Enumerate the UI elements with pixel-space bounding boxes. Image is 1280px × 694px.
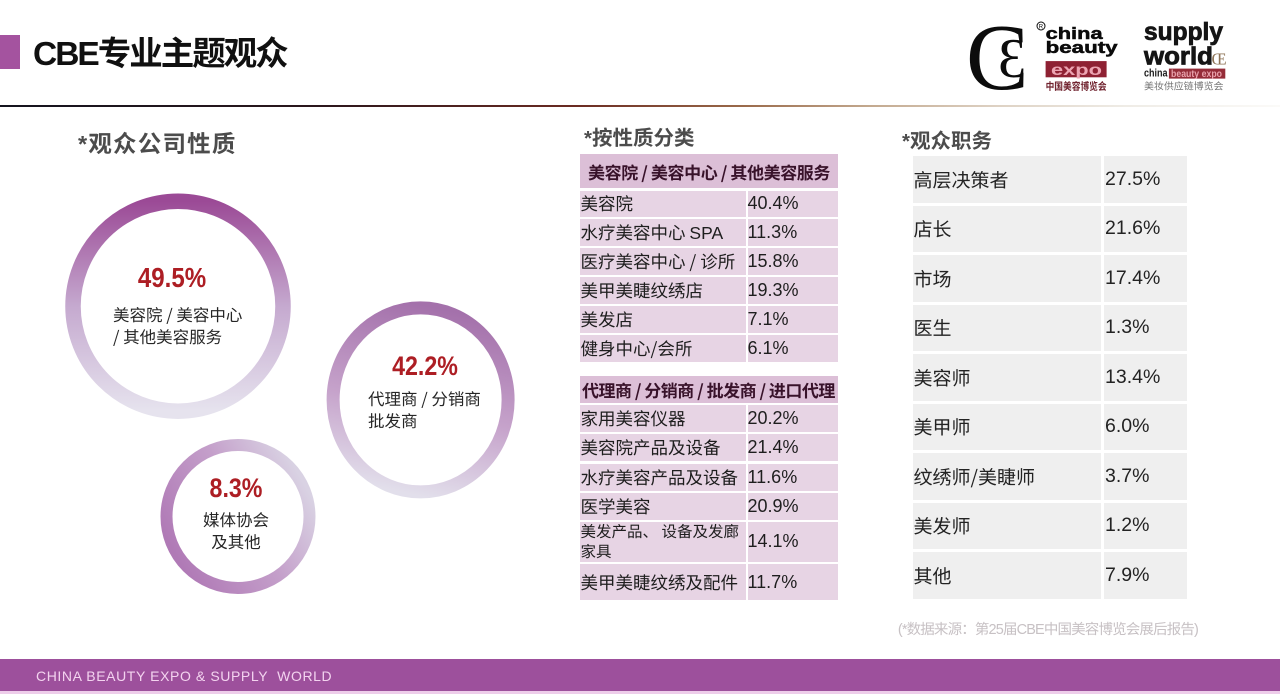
svg-text:Œ: Œ	[1212, 50, 1227, 69]
svg-text:world: world	[1143, 43, 1213, 71]
svg-text:美妆供应链博览会: 美妆供应链博览会	[1144, 78, 1224, 92]
svg-text:supply: supply	[1144, 18, 1223, 46]
svg-text:beauty: beauty	[1046, 38, 1119, 57]
svg-text:china: china	[1046, 24, 1104, 43]
svg-text:Ɛ: Ɛ	[998, 28, 1026, 90]
svg-text:china: china	[1144, 68, 1168, 80]
svg-text:C: C	[966, 16, 1029, 98]
svg-text:R: R	[1039, 24, 1044, 30]
svg-text:expo: expo	[1051, 62, 1102, 79]
svg-text:beauty expo: beauty expo	[1171, 69, 1222, 80]
svg-text:中国美容博览会: 中国美容博览会	[1046, 79, 1107, 94]
